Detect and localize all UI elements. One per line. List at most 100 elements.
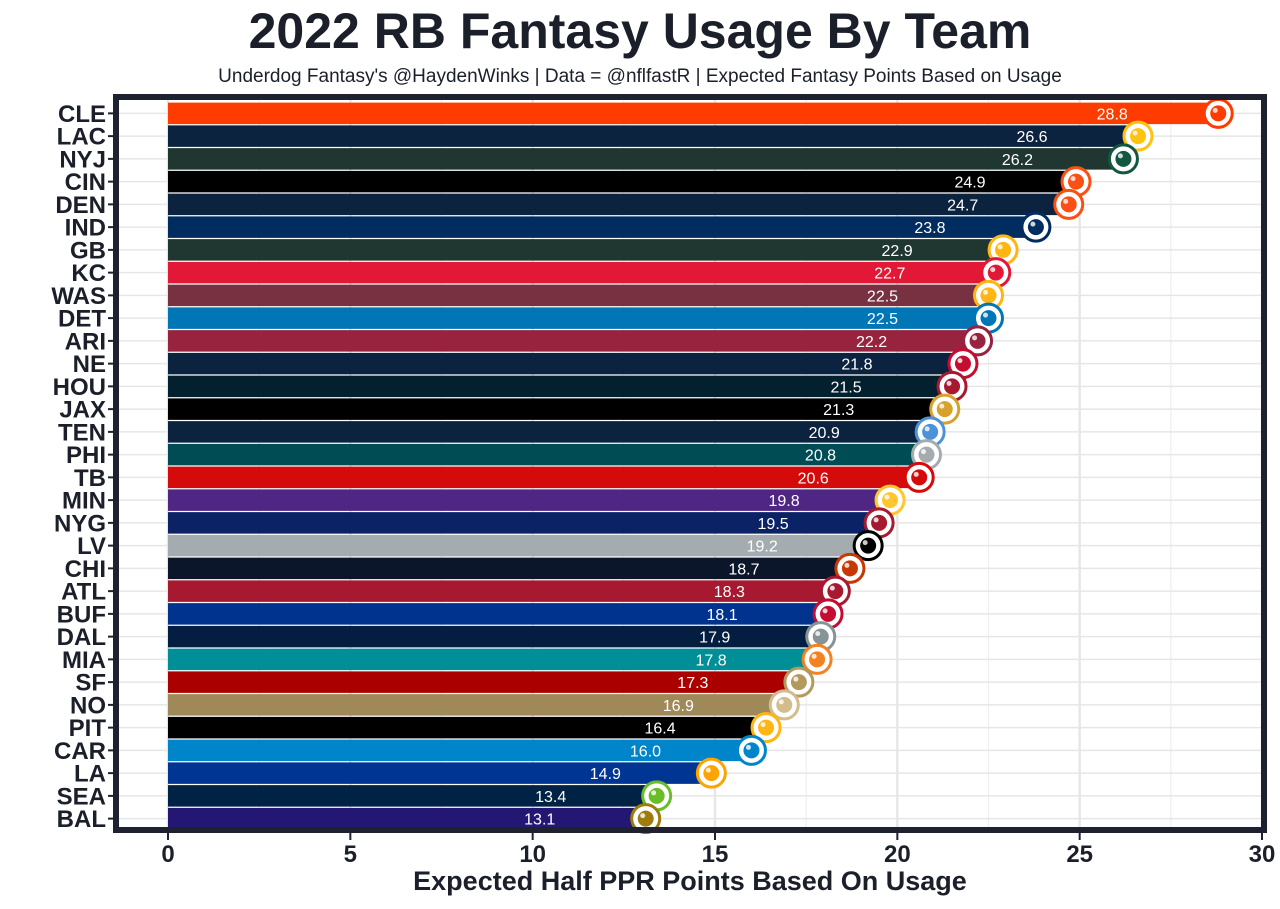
bar-pit: [168, 716, 767, 739]
vikings-icon: [874, 484, 906, 516]
x-tick-label: 25: [1066, 841, 1093, 868]
value-label: 20.8: [805, 448, 836, 465]
bar-kc: [168, 261, 996, 284]
bar-cin: [168, 170, 1077, 193]
value-label: 18.7: [728, 561, 759, 578]
value-label: 17.3: [677, 675, 708, 692]
category-labels: CLELACNYJCINDENINDGBKCWASDETARINEHOUJAXT…: [51, 101, 115, 833]
value-label: 24.9: [954, 175, 985, 192]
bar-atl: [168, 580, 836, 602]
bar-chi: [168, 557, 850, 580]
packers-g-icon: [987, 234, 1019, 266]
bar-min: [168, 489, 891, 511]
value-label: 17.8: [696, 652, 727, 669]
category-label: NE: [73, 351, 106, 378]
browns-helmet-icon: [1202, 97, 1234, 129]
value-label: 22.5: [867, 288, 898, 305]
colts-horseshoe-icon: [1020, 211, 1052, 243]
value-label: 26.2: [1002, 152, 1033, 169]
bar-tb: [168, 466, 920, 489]
bar-hou: [168, 375, 953, 398]
bar-ari: [168, 330, 978, 352]
bar-cle: [168, 102, 1219, 125]
category-label: ARI: [65, 328, 106, 355]
bar-lac: [168, 125, 1139, 147]
bar-ind: [168, 216, 1036, 238]
seahawks-icon: [641, 780, 673, 812]
bars: [168, 102, 1219, 830]
category-label: DET: [58, 306, 106, 333]
raiders-shield-icon: [852, 530, 884, 562]
jets-logo-icon: [1107, 143, 1139, 175]
49ers-oval-icon: [783, 666, 815, 698]
category-label: BUF: [57, 601, 106, 628]
value-label: 16.4: [644, 721, 675, 738]
value-label: 14.9: [590, 766, 621, 783]
bar-la: [168, 762, 712, 784]
cowboys-star-icon: [805, 621, 837, 653]
bar-bal: [168, 807, 646, 830]
category-label: GB: [70, 237, 106, 264]
bar-sea: [168, 785, 657, 807]
dolphins-icon: [801, 643, 833, 675]
category-label: MIA: [62, 647, 106, 674]
category-label: KC: [71, 260, 106, 287]
value-label: 16.0: [630, 743, 661, 760]
bar-lv: [168, 534, 869, 557]
bar-sf: [168, 671, 799, 693]
category-label: PHI: [66, 442, 106, 469]
chart-title: 2022 RB Fantasy Usage By Team: [248, 3, 1032, 59]
bengals-stripes-icon: [1060, 166, 1092, 198]
bar-nyg: [168, 512, 880, 534]
value-label: 21.5: [830, 379, 861, 396]
bar-ne: [168, 352, 963, 375]
value-label: 20.6: [798, 470, 829, 487]
x-tick-labels: 0 5 10 15 20 25 30: [161, 833, 1275, 868]
value-label: 17.9: [699, 630, 730, 647]
steelers-icon: [750, 712, 782, 744]
category-label: MIN: [62, 488, 106, 515]
category-label: CIN: [65, 169, 106, 196]
broncos-horse-icon: [1053, 188, 1085, 220]
value-label: 22.5: [867, 311, 898, 328]
value-label: 18.3: [714, 584, 745, 601]
bar-ten: [168, 421, 931, 443]
bar-was: [168, 284, 989, 307]
bar-buf: [168, 603, 829, 625]
value-label: 28.8: [1097, 106, 1128, 123]
category-label: JAX: [59, 397, 106, 424]
value-label: 20.9: [809, 425, 840, 442]
value-label: 13.4: [535, 789, 566, 806]
eagles-icon: [911, 439, 943, 471]
bar-phi: [168, 443, 927, 466]
category-label: DAL: [57, 624, 106, 651]
value-label: 26.6: [1016, 129, 1047, 146]
x-axis-label: Expected Half PPR Points Based On Usage: [413, 866, 967, 896]
x-tick-label: 30: [1249, 841, 1276, 868]
category-label: NYJ: [59, 146, 106, 173]
category-label: LAC: [57, 124, 106, 151]
bar-den: [168, 193, 1069, 216]
category-label: CHI: [65, 556, 106, 583]
value-label: 16.9: [663, 698, 694, 715]
bar-det: [168, 307, 989, 329]
category-label: SEA: [57, 783, 106, 810]
category-label: NO: [70, 692, 106, 719]
value-label: 19.5: [758, 516, 789, 533]
category-label: HOU: [53, 374, 106, 401]
x-tick-label: 10: [519, 841, 546, 868]
value-label: 19.2: [747, 539, 778, 556]
x-tick-label: 15: [702, 841, 729, 868]
value-label: 13.1: [524, 812, 555, 829]
category-label: LA: [74, 761, 106, 788]
value-label: 24.7: [947, 197, 978, 214]
bar-no: [168, 694, 785, 716]
ravens-icon: [630, 803, 662, 835]
panthers-icon: [735, 734, 767, 766]
x-tick-label: 5: [344, 841, 357, 868]
rams-la-icon: [695, 757, 727, 789]
value-label: 18.1: [706, 607, 737, 624]
cardinals-bird-icon: [962, 325, 994, 357]
category-label: LV: [77, 533, 106, 560]
